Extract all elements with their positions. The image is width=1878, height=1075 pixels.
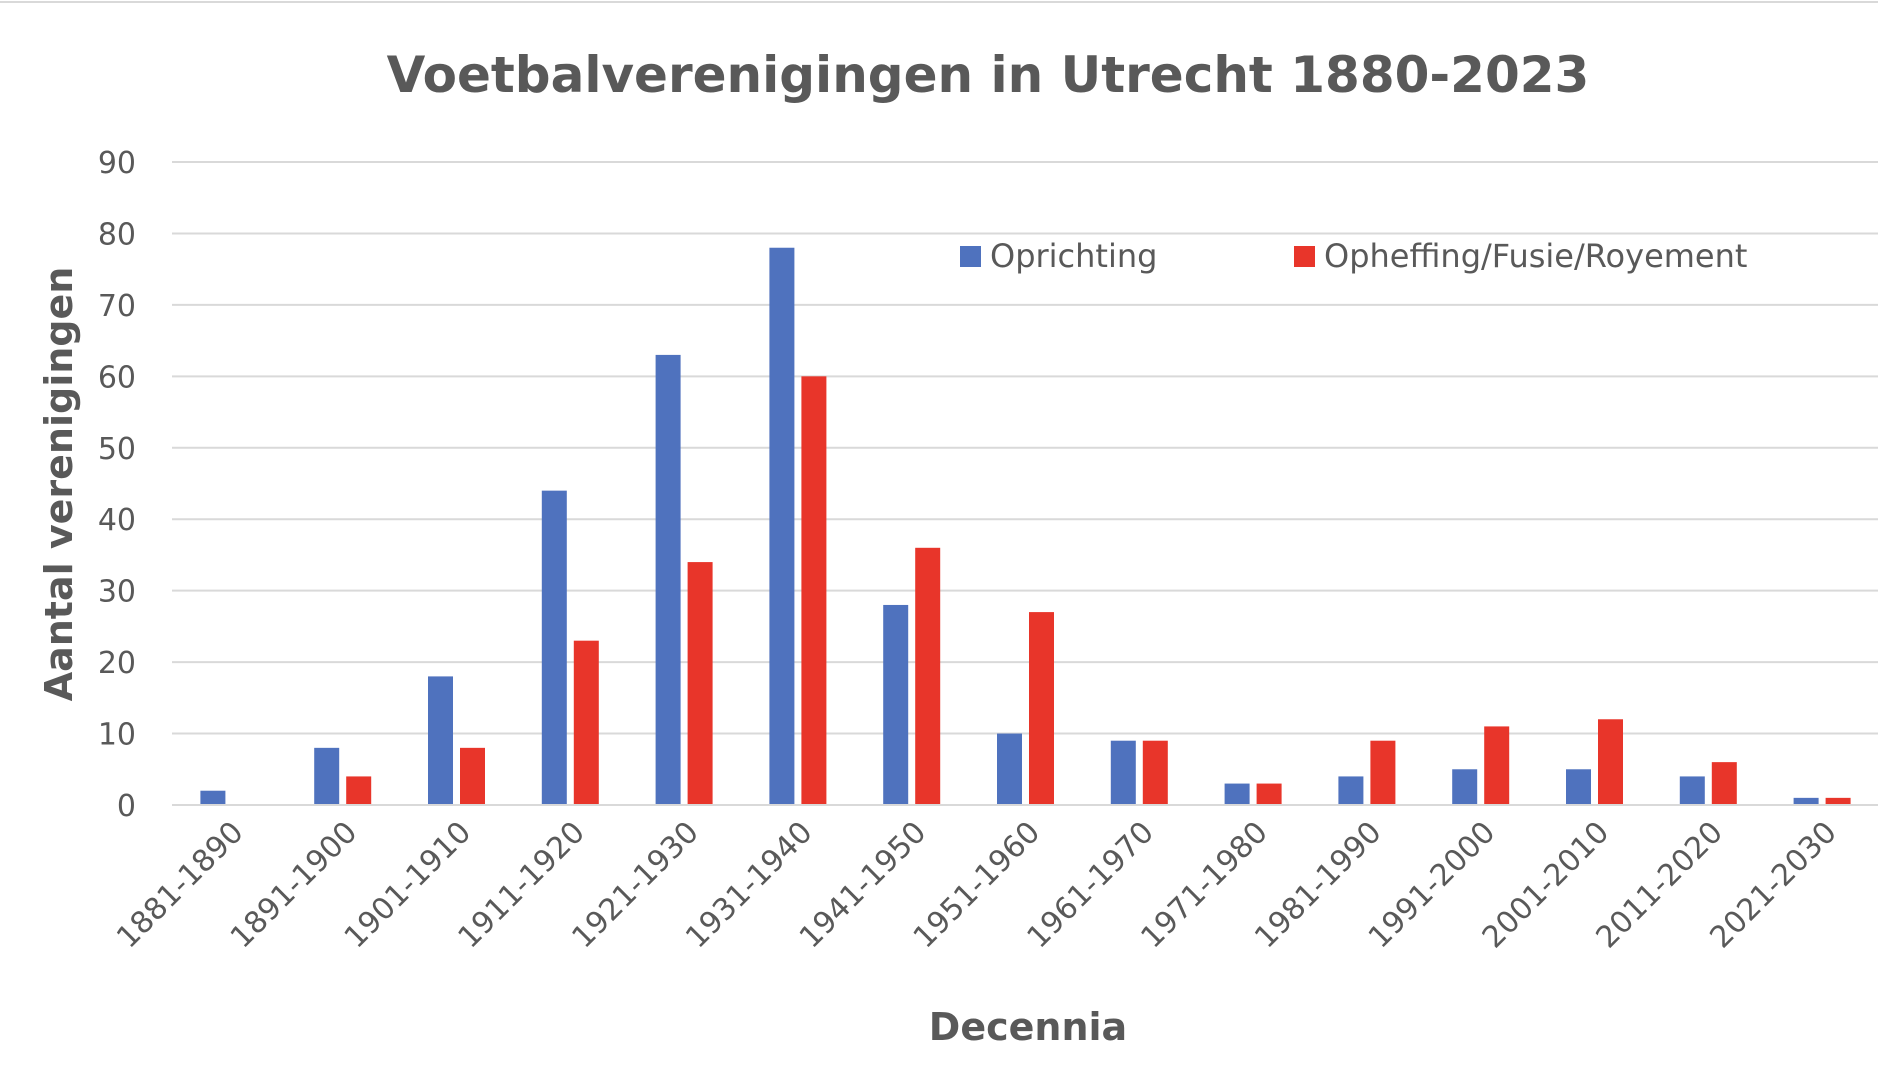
bar-opheffing-2021-2030: [1825, 797, 1851, 805]
bar-opheffing-2001-2010: [1598, 719, 1623, 805]
y-tick-label-0: 0: [117, 789, 136, 824]
chart-title: Voetbalverenigingen in Utrecht 1880-2023: [387, 46, 1590, 104]
y-tick-label-10: 10: [98, 718, 136, 753]
bar-oprichting-1901-1910: [428, 676, 453, 805]
bar-opheffing-1921-1930: [687, 562, 713, 805]
y-tick-label-60: 60: [98, 360, 136, 395]
y-tick-label-40: 40: [98, 503, 136, 538]
y-tick-label-50: 50: [98, 432, 136, 467]
bar-oprichting-1981-1990: [1338, 776, 1364, 805]
legend-label-oprichting: Oprichting: [990, 237, 1157, 275]
bar-opheffing-1901-1910: [460, 747, 485, 805]
bar-opheffing-1951-1960: [1029, 612, 1054, 805]
bar-oprichting-1951-1960: [997, 733, 1022, 805]
bar-oprichting-2011-2020: [1679, 776, 1705, 805]
legend-label-opheffing: Opheffing/Fusie/Royement: [1324, 237, 1747, 275]
y-axis-title: Aantal verenigingen: [37, 267, 81, 702]
y-tick-label-30: 30: [98, 575, 136, 610]
bar-opheffing-1891-1900: [346, 776, 372, 805]
bar-opheffing-1981-1990: [1370, 740, 1396, 805]
y-tick-label-80: 80: [98, 217, 136, 252]
bar-oprichting-1911-1920: [541, 490, 567, 805]
bar-oprichting-1961-1970: [1110, 740, 1136, 805]
bar-oprichting-2001-2010: [1566, 769, 1591, 805]
bar-opheffing-1911-1920: [573, 640, 599, 805]
bars: [172, 247, 1878, 806]
legend-swatch-oprichting: [960, 246, 981, 267]
y-tick-label-90: 90: [98, 146, 136, 181]
bar-opheffing-1941-1950: [915, 547, 941, 805]
y-axis-ticks: 0 10 20 30 40 50 60 70 80 90: [98, 146, 136, 824]
x-axis-title: Decennia: [929, 1005, 1127, 1049]
bar-opheffing-1991-2000: [1484, 726, 1510, 805]
bar-opheffing-1931-1940: [801, 376, 827, 805]
bar-oprichting-1921-1930: [655, 354, 681, 805]
bar-oprichting-1991-2000: [1452, 769, 1478, 805]
bar-opheffing-2011-2020: [1711, 762, 1737, 805]
y-tick-label-70: 70: [98, 289, 136, 324]
legend: Oprichting Opheffing/Fusie/Royement: [960, 237, 1747, 275]
bar-oprichting-1891-1900: [314, 747, 340, 805]
y-tick-label-20: 20: [98, 646, 136, 681]
bar-oprichting-2021-2030: [1793, 797, 1819, 805]
bar-oprichting-1931-1940: [769, 247, 795, 805]
bar-opheffing-1971-1980: [1256, 783, 1282, 805]
bar-oprichting-1971-1980: [1224, 783, 1250, 805]
legend-swatch-opheffing: [1294, 246, 1315, 267]
bar-opheffing-1961-1970: [1142, 740, 1168, 805]
x-axis-ticks: 1881-18901891-19001901-19101911-19201921…: [110, 815, 1844, 955]
bar-oprichting-1881-1890: [200, 790, 226, 805]
bar-oprichting-1941-1950: [883, 604, 909, 805]
